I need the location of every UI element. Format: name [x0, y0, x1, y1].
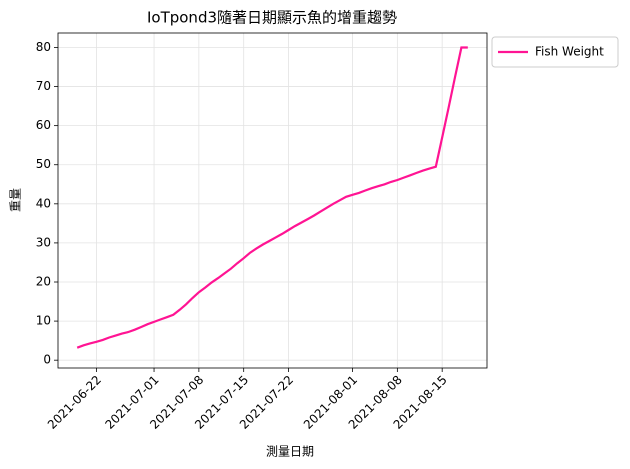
chart-title: IoTpond3隨著日期顯示魚的增重趨勢 — [147, 9, 397, 27]
x-axis-label: 測量日期 — [266, 445, 314, 459]
legend-label: Fish Weight — [535, 45, 604, 59]
y-axis-label: 重量 — [9, 188, 23, 212]
y-tick-label: 60 — [36, 118, 51, 132]
y-tick-label: 20 — [36, 275, 51, 289]
y-tick-label: 70 — [36, 79, 51, 93]
y-tick-label: 80 — [36, 40, 51, 54]
y-tick-label: 0 — [43, 353, 51, 367]
x-tick-label: 2021-06-22 — [45, 373, 104, 432]
plot-frame — [57, 32, 488, 369]
y-tick-label: 50 — [36, 157, 51, 171]
data-line — [76, 46, 468, 349]
y-tick-label: 30 — [36, 235, 51, 249]
legend-box — [491, 36, 619, 68]
y-tick-label: 10 — [36, 314, 51, 328]
y-tick-label: 40 — [36, 196, 51, 210]
